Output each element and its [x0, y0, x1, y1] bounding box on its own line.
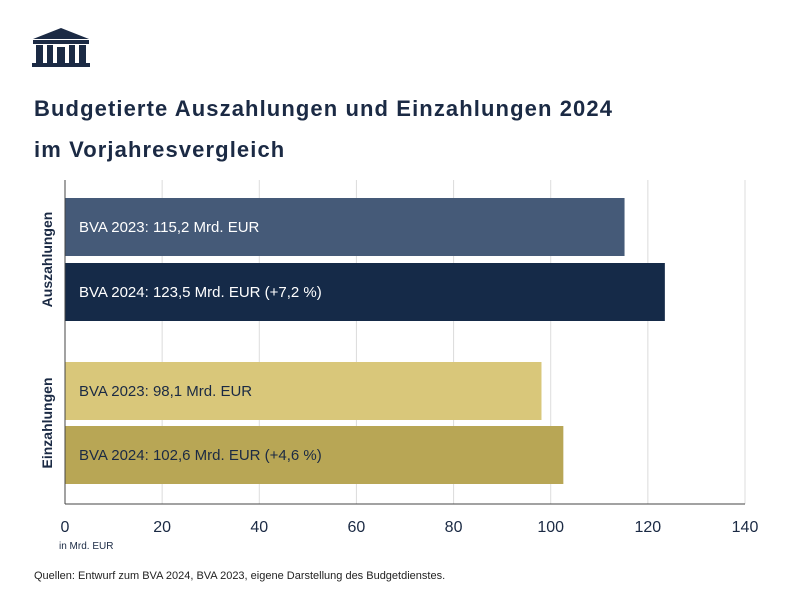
bar [65, 426, 564, 484]
x-axis-unit-label: in Mrd. EUR [59, 541, 113, 552]
bar-label: BVA 2024: 102,6 Mrd. EUR (+4,6 %) [79, 447, 322, 464]
chart-title: Budgetierte Auszahlungen und Einzahlunge… [34, 88, 754, 170]
x-tick-label: 140 [732, 519, 759, 536]
chart-title-line-2: im Vorjahresvergleich [34, 137, 286, 162]
parliament-building-icon [32, 28, 90, 67]
x-tick-label: 40 [250, 519, 268, 536]
bar [65, 263, 665, 321]
group-label: Auszahlungen [39, 212, 55, 308]
bar-label: BVA 2024: 123,5 Mrd. EUR (+7,2 %) [79, 284, 322, 301]
x-tick-label: 100 [537, 519, 564, 536]
source-note: Quellen: Entwurf zum BVA 2024, BVA 2023,… [34, 570, 446, 582]
bar-label: BVA 2023: 98,1 Mrd. EUR [79, 383, 252, 400]
bar [65, 198, 625, 256]
x-tick-label: 120 [635, 519, 662, 536]
bar [65, 362, 542, 420]
x-tick-label: 20 [153, 519, 171, 536]
group-label: Einzahlungen [39, 378, 55, 469]
x-tick-label: 80 [445, 519, 463, 536]
x-tick-label: 60 [348, 519, 366, 536]
chart-title-line-1: Budgetierte Auszahlungen und Einzahlunge… [34, 96, 614, 121]
bar-label: BVA 2023: 115,2 Mrd. EUR [79, 219, 260, 236]
x-tick-label: 0 [61, 519, 70, 536]
